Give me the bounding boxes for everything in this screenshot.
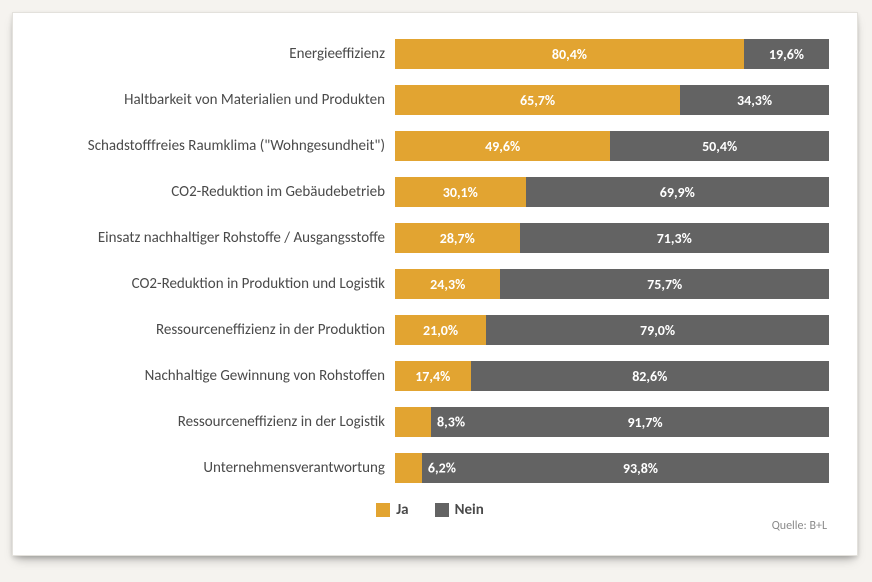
category-label: Ressourceneffizienz in der Produktion bbox=[31, 321, 395, 339]
bar-segment-ja: 49,6% bbox=[395, 131, 610, 161]
bar-value-ja: 6,2% bbox=[428, 460, 456, 477]
category-label: CO2-Reduktion in Produktion und Logistik bbox=[31, 275, 395, 293]
legend-label-nein: Nein bbox=[455, 501, 484, 519]
bar-row: Nachhaltige Gewinnung von Rohstoffen17,4… bbox=[31, 361, 829, 391]
bar-segment-ja bbox=[395, 407, 431, 437]
bar-value-ja: 49,6% bbox=[485, 138, 520, 155]
legend-swatch-ja bbox=[376, 503, 390, 517]
legend-item-nein: Nein bbox=[435, 501, 484, 519]
bar-value-nein: 91,7% bbox=[627, 414, 662, 431]
category-label: CO2-Reduktion im Gebäudebetrieb bbox=[31, 183, 395, 201]
bar: 21,0% 79,0% bbox=[395, 315, 829, 345]
bar-value-nein: 93,8% bbox=[623, 460, 658, 477]
bar-segment-ja: 28,7% bbox=[395, 223, 520, 253]
bar-segment-ja: 80,4% bbox=[395, 39, 744, 69]
bar-segment-ja: 65,7% bbox=[395, 85, 680, 115]
bar: 28,7% 71,3% bbox=[395, 223, 829, 253]
bar: 93,8% 6,2% bbox=[395, 453, 829, 483]
bar-value-ja: 65,7% bbox=[520, 92, 555, 109]
bar-value-nein: 69,9% bbox=[660, 184, 695, 201]
bar-segment-nein: 82,6% bbox=[471, 361, 829, 391]
bar-segment-ja: 17,4% bbox=[395, 361, 471, 391]
bar-row: Ressourceneffizienz in der Produktion21,… bbox=[31, 315, 829, 345]
bar-value-ja: 17,4% bbox=[415, 368, 450, 385]
bar: 17,4% 82,6% bbox=[395, 361, 829, 391]
bar-segment-nein: 79,0% bbox=[486, 315, 829, 345]
bar-value-ja: 28,7% bbox=[440, 230, 475, 247]
bar-value-nein: 75,7% bbox=[647, 276, 682, 293]
bar-value-nein: 34,3% bbox=[737, 92, 772, 109]
bar-row: Ressourceneffizienz in der Logistik91,7%… bbox=[31, 407, 829, 437]
bar-segment-nein: 71,3% bbox=[520, 223, 829, 253]
legend-swatch-nein bbox=[435, 503, 449, 517]
category-label: Haltbarkeit von Materialien und Produkte… bbox=[31, 91, 395, 109]
bar-value-ja: 8,3% bbox=[437, 414, 465, 431]
bar: 24,3% 75,7% bbox=[395, 269, 829, 299]
bar-segment-ja: 24,3% bbox=[395, 269, 500, 299]
bar-segment-nein: 34,3% bbox=[680, 85, 829, 115]
legend-item-ja: Ja bbox=[376, 501, 408, 519]
bar-value-nein: 82,6% bbox=[632, 368, 667, 385]
bar-segment-nein: 91,7% bbox=[431, 407, 829, 437]
bar-segment-nein: 93,8% bbox=[422, 453, 829, 483]
bar-value-nein: 79,0% bbox=[640, 322, 675, 339]
bar-value-ja: 24,3% bbox=[430, 276, 465, 293]
bar-segment-nein: 75,7% bbox=[500, 269, 829, 299]
bar-row: CO2-Reduktion in Produktion und Logistik… bbox=[31, 269, 829, 299]
bar-row: Energieeffizienz 80,4% 19,6% bbox=[31, 39, 829, 69]
bar: 80,4% 19,6% bbox=[395, 39, 829, 69]
bar-value-nein: 71,3% bbox=[657, 230, 692, 247]
bar-segment-nein: 50,4% bbox=[610, 131, 829, 161]
bar-row: CO2-Reduktion im Gebäudebetrieb 30,1% 69,9… bbox=[31, 177, 829, 207]
bar-value-ja: 30,1% bbox=[443, 184, 478, 201]
bar-row: Haltbarkeit von Materialien und Produkte… bbox=[31, 85, 829, 115]
source-label: Quelle: B+L bbox=[772, 519, 827, 533]
category-label: Schadstofffreies Raumklima ("Wohngesundh… bbox=[31, 137, 395, 155]
bar-row: Einsatz nachhaltiger Rohstoffe / Ausgang… bbox=[31, 223, 829, 253]
stacked-bar-chart: Energieeffizienz 80,4% 19,6% Haltbarkeit vo… bbox=[31, 39, 829, 483]
bar: 91,7% 8,3% bbox=[395, 407, 829, 437]
category-label: Energieeffizienz bbox=[31, 45, 395, 63]
bar-segment-ja: 21,0% bbox=[395, 315, 486, 345]
bar: 30,1% 69,9% bbox=[395, 177, 829, 207]
legend-label-ja: Ja bbox=[396, 501, 408, 519]
category-label: Ressourceneffizienz in der Logistik bbox=[31, 413, 395, 431]
bar-value-nein: 50,4% bbox=[702, 138, 737, 155]
bar-value-ja: 21,0% bbox=[423, 322, 458, 339]
bar-segment-ja bbox=[395, 453, 422, 483]
bar-row: Unternehmensverantwortung 93,8% 6,2% bbox=[31, 453, 829, 483]
category-label: Unternehmensverantwortung bbox=[31, 459, 395, 477]
bar-row: Schadstofffreies Raumklima ("Wohngesundh… bbox=[31, 131, 829, 161]
legend: Ja Nein bbox=[31, 501, 829, 519]
chart-card: Energieeffizienz 80,4% 19,6% Haltbarkeit vo… bbox=[12, 12, 858, 556]
category-label: Einsatz nachhaltiger Rohstoffe / Ausgang… bbox=[31, 229, 395, 247]
bar-segment-nein: 19,6% bbox=[744, 39, 829, 69]
bar: 49,6% 50,4% bbox=[395, 131, 829, 161]
bar: 65,7% 34,3% bbox=[395, 85, 829, 115]
bar-value-ja: 80,4% bbox=[552, 46, 587, 63]
bar-segment-ja: 30,1% bbox=[395, 177, 526, 207]
bar-value-nein: 19,6% bbox=[769, 46, 804, 63]
category-label: Nachhaltige Gewinnung von Rohstoffen bbox=[31, 367, 395, 385]
bar-segment-nein: 69,9% bbox=[526, 177, 829, 207]
